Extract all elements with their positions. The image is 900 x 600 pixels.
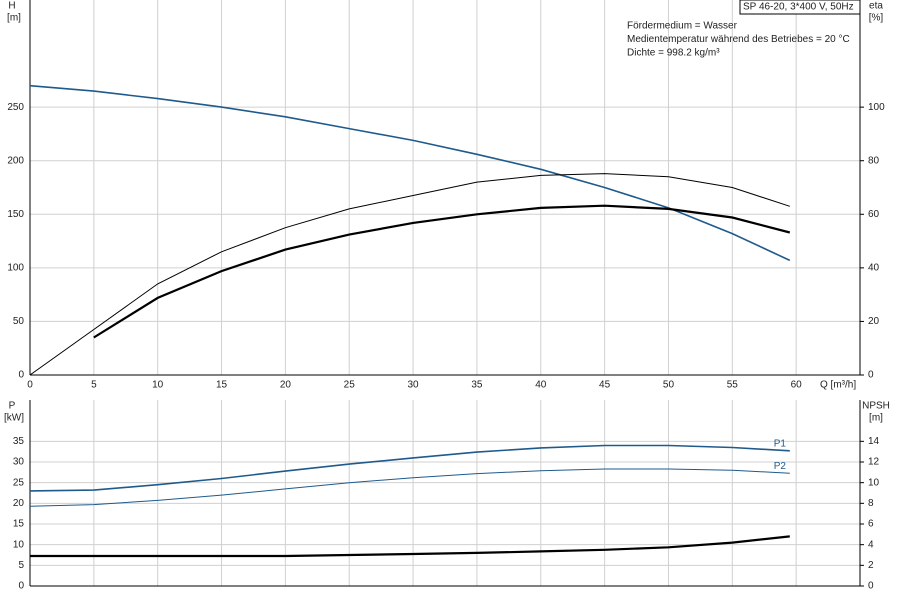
y2-axis-unit: [m] — [869, 413, 883, 424]
y2-tick-label: 10 — [868, 477, 880, 488]
y2-tick-label: 4 — [868, 539, 874, 550]
y-tick-label: 250 — [7, 102, 24, 113]
curve — [29, 468, 790, 507]
y-tick-label: 25 — [13, 477, 25, 488]
y-axis-label: P — [9, 401, 16, 412]
y-tick-label: 150 — [7, 209, 24, 220]
y2-tick-label: 100 — [868, 102, 885, 113]
curve — [29, 84, 791, 262]
y-tick-label: 5 — [18, 560, 24, 571]
y2-tick-label: 12 — [868, 457, 880, 468]
y2-tick-label: 14 — [868, 436, 880, 447]
y2-axis-label: eta — [869, 1, 883, 12]
y2-axis-unit: [%] — [869, 13, 884, 24]
model-box — [739, 0, 861, 15]
x-tick-label: 35 — [471, 380, 483, 391]
y-axis-unit: [kW] — [4, 413, 24, 424]
y-tick-label: 35 — [13, 436, 25, 447]
x-tick-label: 40 — [535, 380, 547, 391]
y-tick-label: 0 — [18, 581, 24, 592]
y-tick-label: 15 — [13, 519, 25, 530]
y2-tick-label: 2 — [868, 560, 874, 571]
y2-tick-label: 40 — [868, 262, 880, 273]
x-tick-label: 60 — [791, 380, 803, 391]
x-tick-label: 50 — [663, 380, 675, 391]
y-axis-unit: [m] — [7, 13, 21, 24]
y-tick-label: 50 — [13, 316, 25, 327]
curve — [93, 204, 791, 339]
x-axis-label: Q [m³/h] — [820, 380, 856, 391]
note: Fördermedium = Wasser — [627, 21, 738, 32]
y2-tick-label: 20 — [868, 316, 880, 327]
note: Dichte = 998.2 kg/m³ — [627, 48, 720, 59]
model-label: SP 46-20, 3*400 V, 50Hz — [743, 2, 854, 13]
curve — [30, 535, 790, 558]
x-tick-label: 25 — [344, 380, 356, 391]
y2-tick-label: 6 — [868, 519, 874, 530]
x-tick-label: 30 — [408, 380, 420, 391]
note: Medientemperatur während des Betriebes =… — [627, 34, 850, 45]
x-tick-label: 55 — [727, 380, 739, 391]
curve — [29, 444, 790, 492]
y-tick-label: 0 — [18, 370, 24, 381]
curve-label: P1 — [774, 438, 787, 449]
curve — [29, 173, 790, 376]
x-tick-label: 10 — [152, 380, 164, 391]
x-tick-label: 15 — [216, 380, 228, 391]
y-tick-label: 30 — [13, 457, 25, 468]
y-tick-label: 20 — [13, 498, 25, 509]
x-tick-label: 20 — [280, 380, 292, 391]
y-axis-label: H — [8, 1, 15, 12]
y-tick-label: 10 — [13, 539, 25, 550]
y-tick-label: 100 — [7, 262, 24, 273]
y2-tick-label: 0 — [868, 581, 874, 592]
y2-tick-label: 80 — [868, 155, 880, 166]
y-tick-label: 200 — [7, 155, 24, 166]
x-tick-label: 45 — [599, 380, 611, 391]
x-tick-label: 5 — [91, 380, 97, 391]
y2-axis-label: NPSH — [862, 401, 890, 412]
x-tick-label: 0 — [27, 380, 33, 391]
curve-label: P2 — [774, 461, 787, 472]
y2-tick-label: 8 — [868, 498, 874, 509]
y2-tick-label: 0 — [868, 370, 874, 381]
y2-tick-label: 60 — [868, 209, 880, 220]
